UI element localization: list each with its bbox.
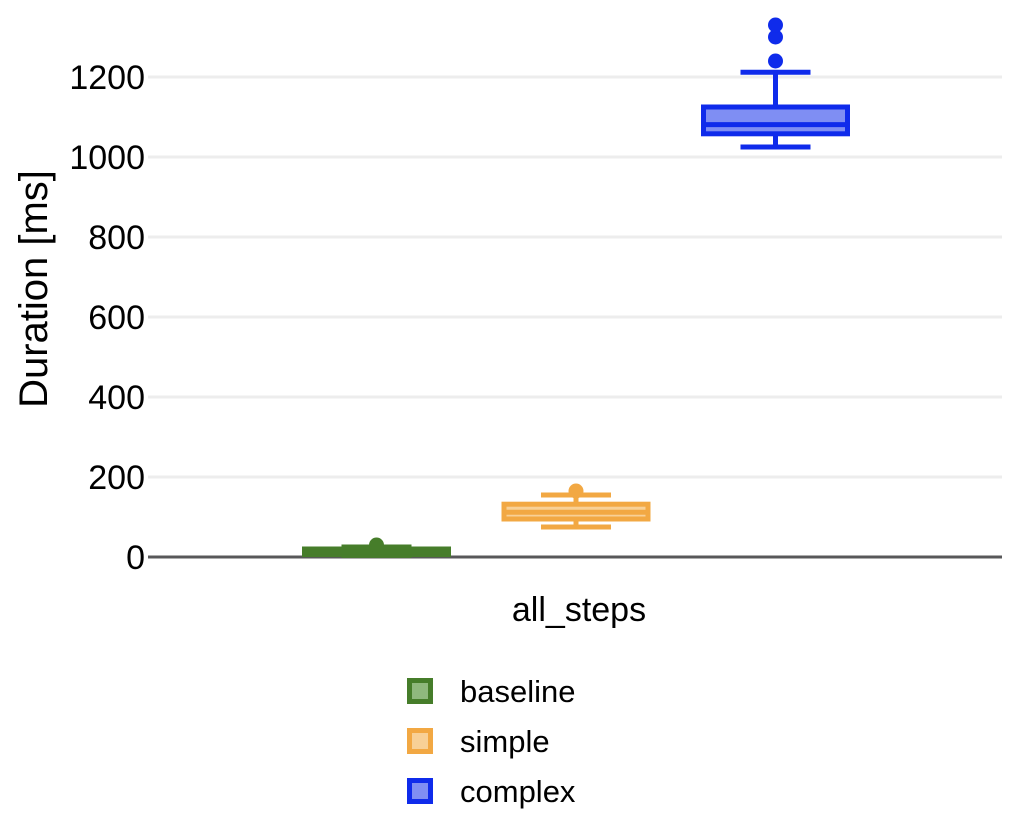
legend-swatch-simple: [407, 728, 433, 754]
y-tick-label-600: 600: [88, 299, 145, 337]
box-complex: [701, 104, 850, 137]
y-tick-label-1000: 1000: [69, 139, 145, 177]
legend-swatch-complex: [407, 778, 433, 804]
legend-label-complex: complex: [460, 773, 576, 809]
legend: baseline simple complex: [407, 673, 576, 828]
y-tick-label-1200: 1200: [69, 59, 145, 97]
y-tick-label-800: 800: [88, 219, 145, 257]
boxplot-chart: 0 200 400 600 800 1000 1200: [69, 17, 1002, 577]
x-axis-category-label: all_steps: [511, 591, 647, 629]
outlier-complex-0: [768, 53, 783, 69]
y-tick-label-400: 400: [88, 379, 145, 417]
legend-label-baseline: baseline: [460, 673, 576, 709]
y-axis-title: Duration [ms]: [12, 170, 56, 408]
legend-swatch-baseline: [407, 678, 433, 704]
outlier-complex-1: [768, 29, 783, 45]
legend-item-baseline: baseline: [407, 673, 576, 709]
legend-item-simple: simple: [407, 723, 575, 759]
legend-item-complex: complex: [407, 773, 576, 809]
legend-label-simple: simple: [460, 723, 550, 759]
y-tick-label-0: 0: [126, 539, 145, 577]
outlier-baseline-0: [369, 537, 384, 553]
outlier-simple-0: [568, 483, 584, 499]
y-tick-label-200: 200: [88, 459, 145, 497]
outlier-complex-2: [768, 17, 783, 33]
